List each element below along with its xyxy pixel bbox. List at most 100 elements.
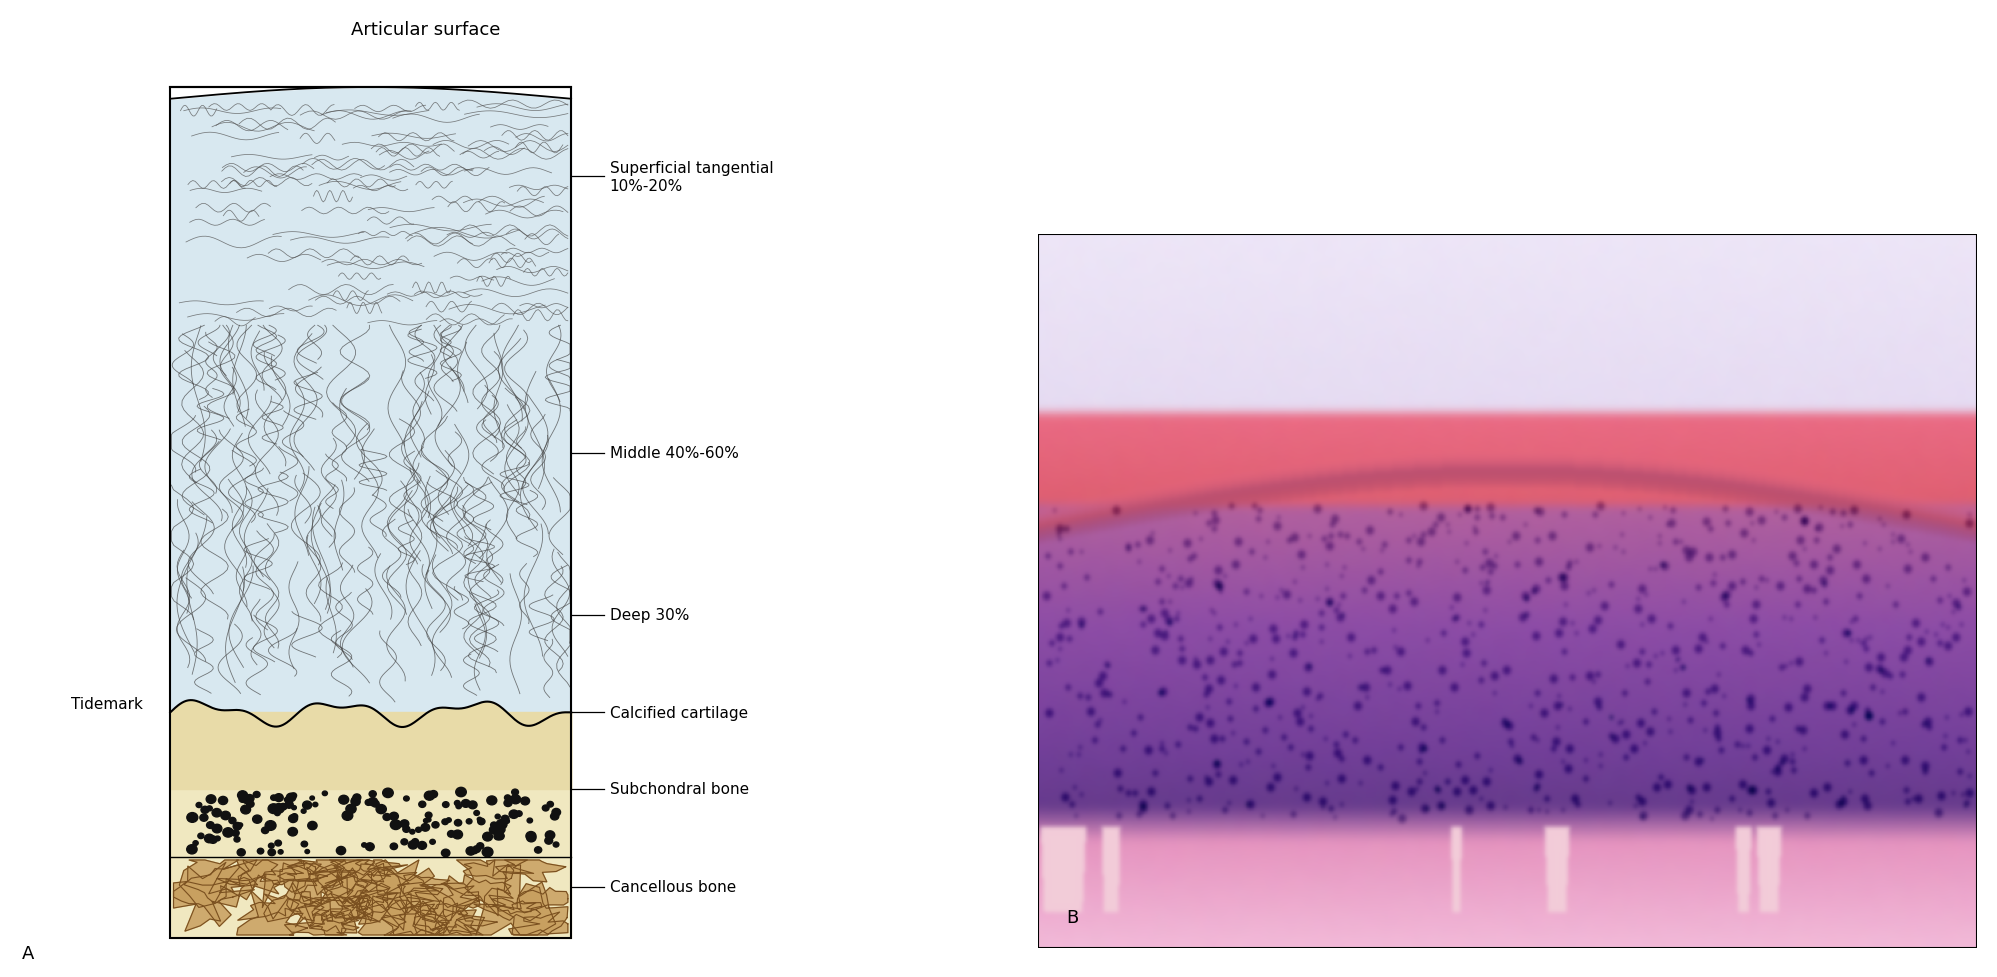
Circle shape xyxy=(477,843,483,849)
Polygon shape xyxy=(491,898,541,914)
Circle shape xyxy=(286,801,294,808)
Circle shape xyxy=(551,813,559,820)
Circle shape xyxy=(266,821,276,830)
Circle shape xyxy=(535,847,541,853)
Circle shape xyxy=(461,800,469,808)
Circle shape xyxy=(248,801,254,807)
Polygon shape xyxy=(493,884,567,935)
Polygon shape xyxy=(324,869,367,905)
Bar xyxy=(170,88,571,712)
Text: Middle 40%-60%: Middle 40%-60% xyxy=(609,446,739,461)
Circle shape xyxy=(483,832,493,841)
Polygon shape xyxy=(473,902,541,921)
Circle shape xyxy=(477,819,485,825)
Circle shape xyxy=(274,794,284,802)
Circle shape xyxy=(547,801,553,807)
Polygon shape xyxy=(457,860,513,915)
Polygon shape xyxy=(302,869,367,923)
Circle shape xyxy=(234,823,242,830)
Circle shape xyxy=(493,833,501,840)
Polygon shape xyxy=(357,894,425,935)
Circle shape xyxy=(351,797,359,804)
Polygon shape xyxy=(174,863,240,931)
Polygon shape xyxy=(435,912,477,935)
Circle shape xyxy=(286,793,296,802)
Circle shape xyxy=(417,841,427,849)
Circle shape xyxy=(276,840,282,846)
Polygon shape xyxy=(310,912,359,935)
Circle shape xyxy=(306,850,310,854)
Circle shape xyxy=(204,834,214,843)
Polygon shape xyxy=(332,860,363,878)
Circle shape xyxy=(455,804,461,809)
Circle shape xyxy=(238,849,246,856)
Polygon shape xyxy=(180,860,258,908)
Circle shape xyxy=(361,843,367,847)
Polygon shape xyxy=(288,863,328,882)
Polygon shape xyxy=(381,901,447,935)
Circle shape xyxy=(429,790,437,798)
Text: Subchondral bone: Subchondral bone xyxy=(609,782,749,796)
Circle shape xyxy=(302,809,306,814)
Polygon shape xyxy=(517,888,567,913)
Circle shape xyxy=(553,842,559,847)
Polygon shape xyxy=(240,860,278,890)
Circle shape xyxy=(431,822,439,828)
Bar xyxy=(170,789,571,857)
Circle shape xyxy=(465,847,475,855)
Circle shape xyxy=(545,837,553,844)
Polygon shape xyxy=(463,860,533,879)
Text: Articular surface: Articular surface xyxy=(351,21,501,39)
Circle shape xyxy=(503,799,511,807)
Polygon shape xyxy=(288,892,328,927)
Circle shape xyxy=(511,795,521,804)
Circle shape xyxy=(473,846,481,853)
Circle shape xyxy=(419,801,425,808)
Polygon shape xyxy=(475,865,555,935)
Circle shape xyxy=(254,815,262,824)
Circle shape xyxy=(353,794,361,801)
Circle shape xyxy=(445,818,451,823)
Circle shape xyxy=(399,820,409,828)
Circle shape xyxy=(234,836,240,842)
Circle shape xyxy=(308,822,318,829)
Polygon shape xyxy=(509,913,567,935)
Circle shape xyxy=(425,818,431,822)
Circle shape xyxy=(206,795,216,804)
Circle shape xyxy=(515,811,521,817)
Circle shape xyxy=(423,819,427,823)
Circle shape xyxy=(194,841,198,845)
Polygon shape xyxy=(318,860,407,884)
Polygon shape xyxy=(495,860,565,882)
Circle shape xyxy=(335,846,345,855)
Circle shape xyxy=(268,804,280,814)
Circle shape xyxy=(367,846,371,851)
Circle shape xyxy=(501,816,509,823)
Polygon shape xyxy=(397,882,485,935)
Circle shape xyxy=(527,833,535,842)
Circle shape xyxy=(206,822,214,828)
Circle shape xyxy=(188,813,198,823)
Circle shape xyxy=(274,804,284,814)
Text: Tidemark: Tidemark xyxy=(72,697,144,711)
Polygon shape xyxy=(375,869,443,910)
Polygon shape xyxy=(389,903,447,935)
Circle shape xyxy=(495,832,503,840)
Circle shape xyxy=(218,796,228,805)
Circle shape xyxy=(407,841,417,849)
Polygon shape xyxy=(184,865,258,904)
Text: Superficial tangential
10%-20%: Superficial tangential 10%-20% xyxy=(609,161,773,193)
Circle shape xyxy=(453,830,463,839)
Circle shape xyxy=(403,796,409,801)
Circle shape xyxy=(383,788,393,798)
Circle shape xyxy=(224,828,234,837)
Circle shape xyxy=(425,812,431,819)
Circle shape xyxy=(290,793,298,798)
Circle shape xyxy=(365,799,371,806)
Polygon shape xyxy=(264,883,339,921)
Circle shape xyxy=(473,811,479,816)
Text: Deep 30%: Deep 30% xyxy=(609,608,689,622)
Circle shape xyxy=(495,815,501,819)
Polygon shape xyxy=(238,894,316,920)
Polygon shape xyxy=(174,881,254,926)
